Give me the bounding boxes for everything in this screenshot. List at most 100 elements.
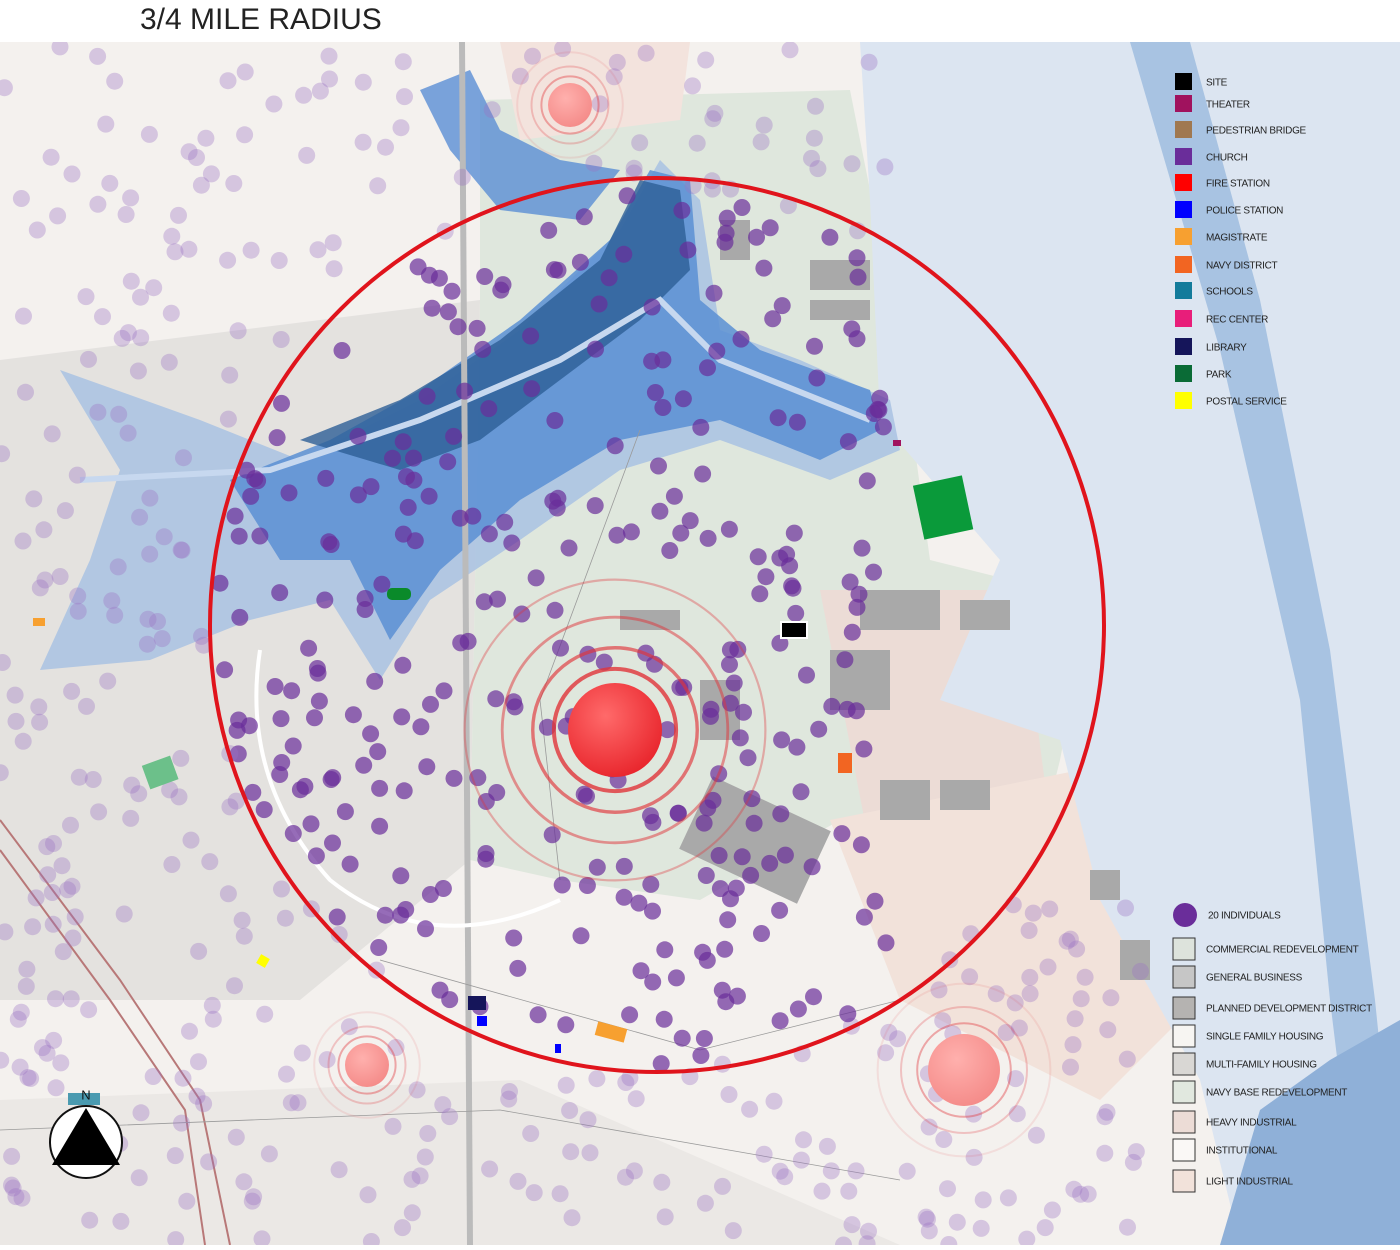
population-dot [474, 340, 492, 358]
population-dot [28, 221, 46, 239]
population-dot [141, 489, 159, 507]
population-dot [30, 698, 48, 716]
population-dot [325, 260, 343, 278]
population-dot [492, 281, 510, 299]
population-dot [166, 243, 184, 261]
legend-swatch [1172, 1110, 1196, 1134]
population-dot [575, 785, 593, 803]
population-dot [839, 433, 857, 451]
legend-label: NAVY BASE REDEVELOPMENT [1206, 1088, 1347, 1099]
population-dot [847, 702, 865, 720]
population-dot [753, 925, 770, 942]
compass-tab [68, 1093, 100, 1105]
population-dot [483, 101, 501, 119]
population-dot [699, 529, 717, 547]
population-dot [652, 1055, 670, 1073]
population-dot [51, 42, 69, 56]
population-dot [757, 568, 775, 586]
legend-swatch [1175, 201, 1192, 218]
population-dot [785, 524, 803, 542]
population-dot [617, 1168, 634, 1186]
population-dot [1043, 1201, 1061, 1219]
population-dot [280, 484, 298, 502]
population-dot [4, 1179, 22, 1197]
legend-swatch [1172, 1052, 1196, 1076]
population-dot [789, 1000, 807, 1018]
population-dot [166, 1147, 184, 1165]
population-dot [273, 880, 290, 898]
population-dot [805, 988, 822, 1006]
population-dot [522, 327, 540, 345]
population-dot [481, 1160, 499, 1178]
population-dot [394, 433, 412, 451]
population-dot [1098, 1103, 1116, 1121]
population-dot [496, 513, 514, 531]
population-dot [1072, 1185, 1090, 1203]
population-dot [591, 95, 609, 113]
population-dot [94, 308, 111, 326]
population-dot [7, 1188, 25, 1206]
population-dot [62, 990, 80, 1008]
population-dot [480, 525, 498, 543]
population-dot [0, 654, 11, 671]
population-dot [44, 915, 62, 933]
legend-label: POSTAL SERVICE [1206, 397, 1287, 408]
population-dot [219, 885, 237, 903]
population-dot [106, 606, 124, 624]
population-dot [244, 783, 262, 801]
legend-label: COMMERCIAL REDEVELOPMENT [1206, 945, 1359, 956]
population-dot [163, 856, 181, 873]
population-dot [441, 1108, 459, 1126]
legend-swatch [1172, 937, 1196, 961]
population-dot [233, 911, 251, 929]
population-dot [243, 1192, 261, 1210]
police-station [477, 1016, 487, 1026]
population-dot [522, 1125, 540, 1142]
legend-label: SCHOOLS [1206, 287, 1253, 298]
coverage-ring [313, 1011, 421, 1119]
population-dot [843, 155, 861, 173]
population-dot [270, 252, 288, 269]
population-dot [336, 803, 354, 821]
population-dot [174, 1069, 192, 1087]
population-dot [803, 858, 821, 876]
population-dot [362, 1233, 380, 1245]
population-dot [49, 207, 67, 225]
population-dot [354, 133, 372, 151]
population-dot [341, 855, 359, 873]
population-dot [771, 1162, 789, 1180]
legend-swatch [1175, 148, 1192, 165]
population-dot [1027, 1126, 1045, 1144]
population-dot [704, 110, 722, 128]
population-dot [501, 1083, 518, 1100]
population-dot [160, 353, 178, 371]
population-dot [1118, 1050, 1136, 1068]
population-dot [0, 79, 13, 97]
population-dot [330, 926, 348, 943]
population-dot [615, 245, 633, 263]
population-dot [132, 1104, 150, 1122]
population-dot [394, 1219, 411, 1237]
population-dot [835, 1236, 852, 1245]
population-dot [12, 1003, 30, 1021]
population-dot [204, 1010, 222, 1028]
legend-swatch [1172, 1138, 1196, 1162]
population-dot [961, 968, 979, 986]
population-dot [608, 526, 626, 544]
population-dot [63, 877, 81, 895]
population-dot [132, 329, 150, 347]
population-dot [935, 1131, 953, 1148]
population-dot [84, 771, 102, 788]
population-dot [132, 288, 149, 306]
navy-district [838, 753, 852, 773]
population-dot [110, 405, 128, 423]
population-dot [839, 1005, 857, 1023]
police-station [555, 1044, 561, 1053]
population-dot [653, 1173, 671, 1191]
population-dot [53, 857, 71, 875]
population-dot [3, 1176, 20, 1194]
population-dot [877, 1044, 895, 1062]
population-dot [271, 584, 289, 602]
population-dot [621, 1006, 639, 1024]
